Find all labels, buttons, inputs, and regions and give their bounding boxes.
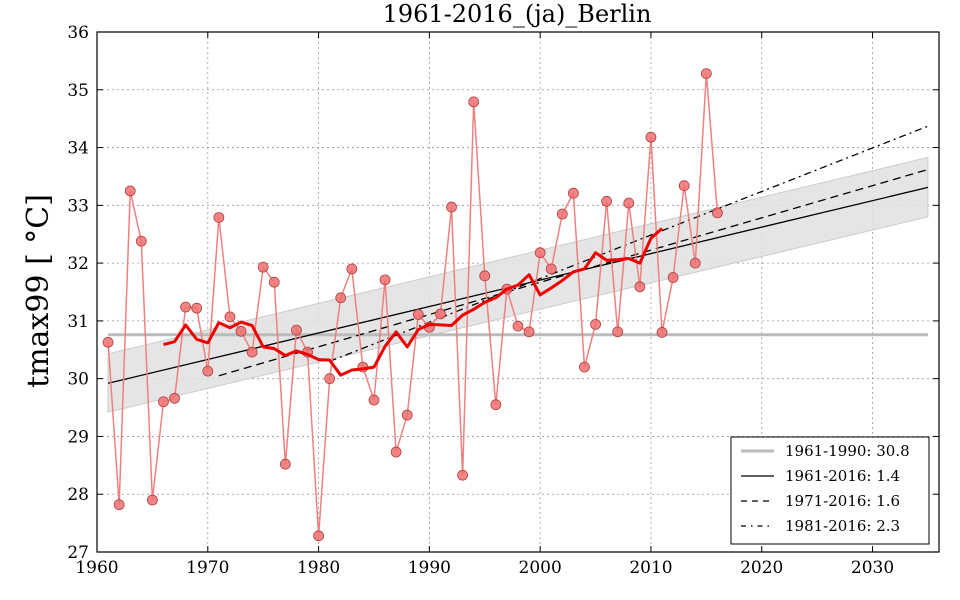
observation-point	[313, 530, 324, 542]
legend-label: 1971-2016: 1.6	[785, 492, 900, 510]
observation-point	[579, 361, 590, 373]
y-tick-label: 28	[67, 485, 89, 505]
y-tick-label: 33	[67, 196, 89, 216]
observation-point	[324, 373, 336, 385]
legend-box	[730, 436, 930, 545]
observation-point	[667, 272, 679, 283]
observation-point	[523, 326, 535, 338]
observation-point	[146, 494, 158, 506]
axis-ticks: 1960 1970 1980 1990 2000 2010 2020 2030 27 28 29 30…	[67, 23, 939, 578]
running-mean-group	[163, 227, 664, 377]
plot-frame	[96, 31, 940, 553]
legend-label: 1961-2016: 1.4	[785, 467, 900, 485]
observation-point	[601, 195, 613, 207]
observation-point	[135, 235, 147, 247]
y-tick-label: 30	[67, 370, 89, 390]
y-tick-label: 27	[67, 543, 89, 563]
observation-point	[457, 469, 469, 481]
observation-point	[712, 207, 723, 219]
x-tick-label: 2000	[519, 558, 562, 578]
observation-point	[656, 327, 668, 338]
observation-point	[368, 394, 380, 406]
y-tick-label: 32	[67, 254, 89, 274]
observation-point	[202, 365, 214, 377]
x-tick-label: 2030	[851, 558, 894, 578]
observation-point	[401, 409, 413, 421]
y-tick-label: 34	[67, 139, 89, 159]
observation-point	[435, 308, 446, 320]
y-tick-label: 35	[67, 81, 89, 101]
observation-point	[678, 180, 690, 192]
observation-point	[346, 263, 358, 275]
observation-point	[700, 68, 712, 79]
observation-point	[268, 276, 280, 288]
observation-line	[107, 73, 719, 536]
observation-point	[113, 499, 125, 511]
observation-point	[468, 96, 480, 108]
observation-point	[180, 301, 192, 313]
observation-point	[390, 446, 402, 458]
legend-label: 1961-1990: 30.8	[785, 442, 910, 460]
observation-point	[490, 399, 502, 411]
running-mean-line	[163, 227, 664, 377]
observation-point	[224, 311, 236, 323]
observation-point	[213, 212, 225, 223]
x-tick-label: 2020	[740, 558, 783, 578]
x-tick-label: 1970	[186, 558, 229, 578]
observation-point	[623, 197, 635, 209]
observation-point	[479, 270, 491, 282]
legend: 1961-1990: 30.8 1961-2016: 1.4 1971-2016: …	[730, 436, 930, 545]
observation-point	[556, 208, 568, 220]
observation-point	[335, 292, 347, 304]
observation-point	[412, 309, 424, 320]
observation-point	[634, 281, 646, 293]
observation-point	[191, 302, 203, 314]
observation-point	[545, 263, 557, 275]
observation-point	[379, 274, 391, 286]
observation-point	[158, 396, 169, 408]
observation-point	[291, 324, 302, 336]
y-axis-label: tmax99 [ °C]	[21, 194, 56, 388]
x-tick-label: 1980	[297, 558, 340, 578]
observation-point	[169, 392, 180, 404]
observation-series	[102, 68, 723, 542]
observation-point	[567, 187, 579, 199]
observation-point	[512, 320, 524, 332]
x-tick-label: 1990	[408, 558, 451, 578]
observation-point	[279, 458, 291, 470]
observation-point	[102, 336, 114, 348]
x-tick-label: 1960	[75, 558, 118, 578]
observation-point	[612, 326, 624, 338]
observation-point	[645, 131, 657, 143]
y-tick-label: 36	[67, 23, 89, 43]
x-tick-label: 2010	[629, 558, 672, 578]
observation-point	[235, 325, 247, 337]
observation-point	[689, 257, 701, 269]
trend-line-dashdot	[329, 125, 929, 362]
observation-point	[246, 346, 258, 358]
observation-point	[590, 318, 601, 330]
observation-point	[257, 261, 269, 273]
legend-label: 1981-2016: 2.3	[785, 517, 900, 535]
observation-point	[446, 201, 457, 213]
y-tick-label: 29	[67, 427, 89, 447]
chart-title: 1961-2016_(ja)_Berlin	[383, 0, 652, 28]
observation-point	[534, 247, 546, 259]
observation-point	[124, 185, 136, 197]
y-tick-label: 31	[67, 312, 89, 332]
